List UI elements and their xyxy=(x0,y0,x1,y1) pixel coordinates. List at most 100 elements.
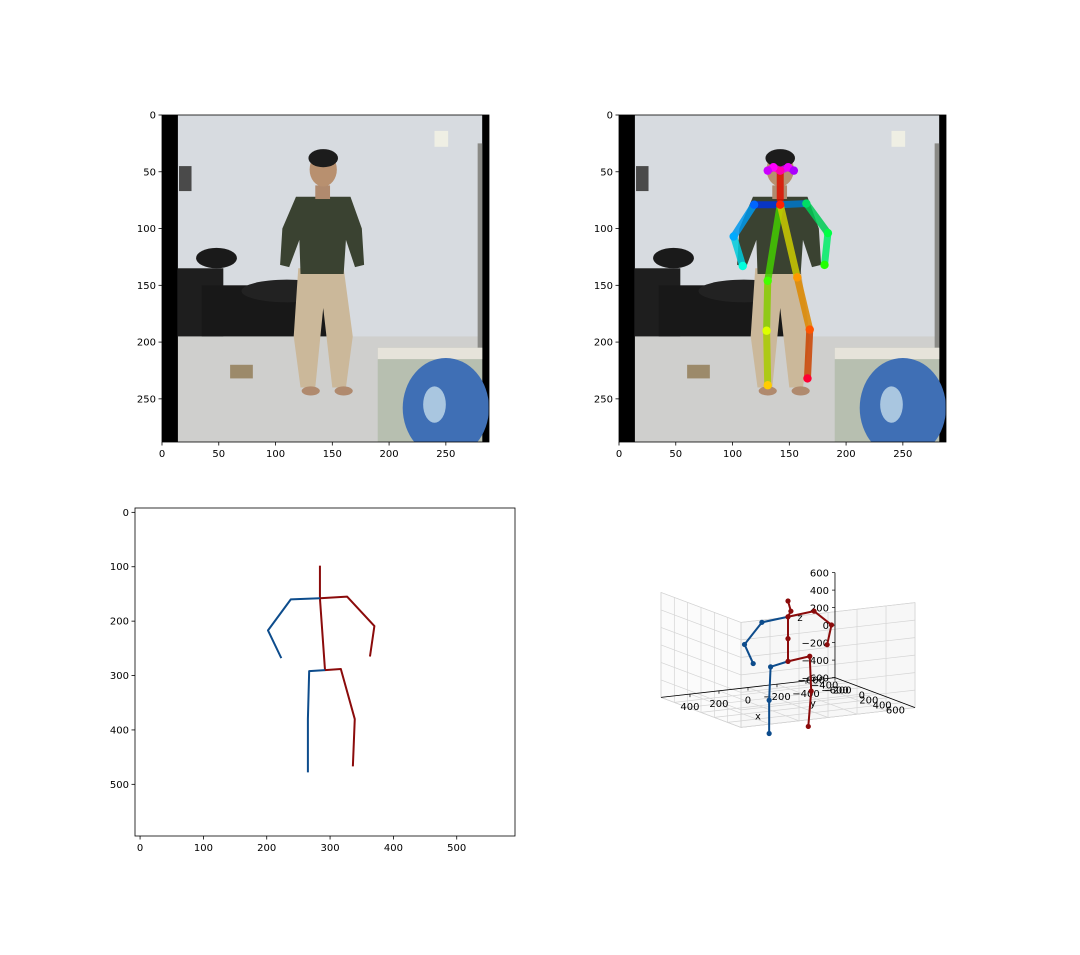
bed-edge xyxy=(377,347,483,360)
p4-z-axis-label: z xyxy=(797,613,802,624)
p1-xtick-label: 150 xyxy=(323,449,342,460)
p1-xtick-label: 50 xyxy=(212,449,225,460)
pose-limb xyxy=(764,201,784,285)
p4-grid xyxy=(660,592,742,623)
pose-limb xyxy=(821,229,832,269)
keypoint-shoulder-r xyxy=(802,199,811,208)
p2-frame xyxy=(618,114,947,443)
keypoint-wrist-r xyxy=(820,260,829,270)
keypoint-hip-r xyxy=(793,273,802,282)
p3-ytick-label: 400 xyxy=(110,725,129,736)
p2-ytick-label: 0 xyxy=(607,111,613,122)
p1-frame xyxy=(161,114,490,443)
keypoint-elbow-l xyxy=(729,232,738,241)
p3-ytick-label: 300 xyxy=(110,671,129,682)
skeleton-3d-bone xyxy=(768,666,772,701)
skeleton-3d-joint-r-ankle xyxy=(805,723,811,730)
p2-ytick-label: 50 xyxy=(600,167,613,178)
keypoint-hip-l xyxy=(763,276,772,285)
keypoint-ear-r xyxy=(789,166,799,175)
pose-limb xyxy=(730,201,758,240)
skeleton-2d-right-segment xyxy=(319,595,376,657)
p4-y-axis-line xyxy=(834,677,916,708)
skeleton-3d-bone xyxy=(787,610,815,618)
p4-ztick-label: −400 xyxy=(802,656,829,667)
skeleton-3d-joint-l-shoulder xyxy=(759,619,765,625)
p2-xtick-label: 250 xyxy=(893,449,912,460)
p3-ytick-label: 100 xyxy=(110,562,129,573)
person-shirt xyxy=(280,196,365,274)
skeleton-3d-joint-top xyxy=(785,598,791,604)
skeleton-3d-joint-r-wrist xyxy=(824,642,830,648)
p2-ytick-label: 200 xyxy=(594,338,613,349)
floor-mat xyxy=(230,364,253,379)
p1-xtick-label: 100 xyxy=(266,449,285,460)
person-hair xyxy=(765,149,795,168)
blue-pillow xyxy=(402,357,489,442)
skeleton-2d-panel: 0 100 200 300 400 500 0 100 200 300 400 500 xyxy=(110,507,516,854)
motorcycle-headlight xyxy=(653,247,694,269)
p4-grid xyxy=(727,702,902,723)
p4-ytick-label: 200 xyxy=(859,696,878,707)
bed-edge xyxy=(834,347,940,360)
p1-ytick-label: 200 xyxy=(137,338,156,349)
input-photo xyxy=(162,115,489,442)
p4-xtick-label: −400 xyxy=(792,689,819,700)
skeleton-3d-joint-l-wrist xyxy=(750,660,756,667)
p2-xtick-label: 200 xyxy=(837,449,856,460)
keypoint-elbow-r xyxy=(823,228,833,238)
keypoint-shoulder-l xyxy=(749,200,759,209)
p4-xtick-label: 400 xyxy=(680,702,699,713)
p4-grid xyxy=(740,619,916,641)
skeleton-3d-bone xyxy=(761,615,789,624)
pillow-highlight xyxy=(423,386,446,423)
person-shirt xyxy=(737,196,822,274)
pose-limb xyxy=(803,326,814,382)
skeleton-3d-joint-r-hip xyxy=(807,653,813,659)
p2-xtick-label: 50 xyxy=(669,449,682,460)
p4-grid xyxy=(740,602,916,623)
floor-mat xyxy=(687,364,710,379)
p4-xtick-label: −200 xyxy=(763,692,790,703)
door-frame xyxy=(934,143,940,360)
pose-limb xyxy=(730,232,747,270)
keypoint-neck xyxy=(776,200,785,209)
p3-xtick-label: 0 xyxy=(137,843,143,854)
skeleton-3d-joint-neck xyxy=(785,614,791,620)
p4-xtick-label: −600 xyxy=(821,686,848,697)
p4-ztick-label: −600 xyxy=(802,674,829,685)
p4-y-axis-label: y xyxy=(810,699,816,710)
keypoint-ear-l xyxy=(763,166,772,175)
p1-ytick-label: 250 xyxy=(137,394,156,405)
person-foot-left xyxy=(758,386,777,396)
p1-ytick-label: 50 xyxy=(143,167,156,178)
p1-ytick-label: 100 xyxy=(137,224,156,235)
keypoint-frame-panel: 0 50 100 150 200 250 0 50 100 150 200 250 xyxy=(594,111,947,460)
p1-ytick-label: 0 xyxy=(150,111,156,122)
door-frame xyxy=(477,143,483,360)
p4-grid xyxy=(660,697,742,728)
skeleton-3d-joint-head xyxy=(788,608,794,614)
motorcycle-headlight xyxy=(196,247,237,269)
p4-xtick-label: 200 xyxy=(709,699,728,710)
p4-ytick-label: 400 xyxy=(873,701,892,712)
person-pants xyxy=(293,268,353,388)
p1-xtick-label: 250 xyxy=(436,449,455,460)
wall-poster xyxy=(179,166,192,192)
pose-limb xyxy=(763,327,772,389)
skeleton-2d-right-segment xyxy=(318,598,356,767)
skeleton-2d-left-segment xyxy=(267,597,320,659)
p4-ytick-label: 0 xyxy=(859,691,865,702)
p3-ytick-label: 500 xyxy=(110,780,129,791)
p3-xtick-label: 300 xyxy=(321,843,340,854)
right-black-bar xyxy=(939,115,946,442)
p4-x-axis-label: x xyxy=(755,712,761,723)
keypoint-knee-l xyxy=(762,326,771,335)
keypoint-ankle-l xyxy=(763,381,772,390)
skeleton-3d-joint-spine xyxy=(785,636,791,642)
p4-ztick-label: 0 xyxy=(823,621,829,632)
person-foot-right xyxy=(791,386,810,396)
person-foot-left xyxy=(301,386,320,396)
keypoint-photo xyxy=(619,115,946,442)
